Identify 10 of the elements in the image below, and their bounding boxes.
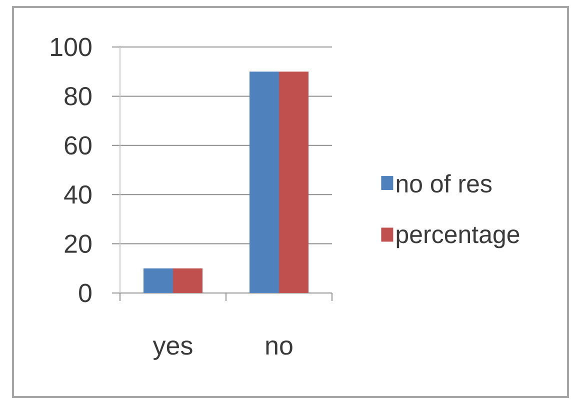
- x-tick-label: yes: [152, 340, 192, 360]
- y-tick-label: 0: [79, 284, 92, 302]
- legend-label: no of res: [396, 174, 492, 193]
- y-tick-label: 40: [64, 185, 92, 204]
- y-tick-label: 100: [51, 38, 92, 56]
- legend-label: percentage: [396, 226, 520, 248]
- x-tick-label: no: [266, 340, 292, 355]
- y-tick-label: 20: [64, 234, 92, 253]
- y-tick-label: 60: [64, 136, 92, 155]
- y-tick-label: 80: [64, 86, 92, 106]
